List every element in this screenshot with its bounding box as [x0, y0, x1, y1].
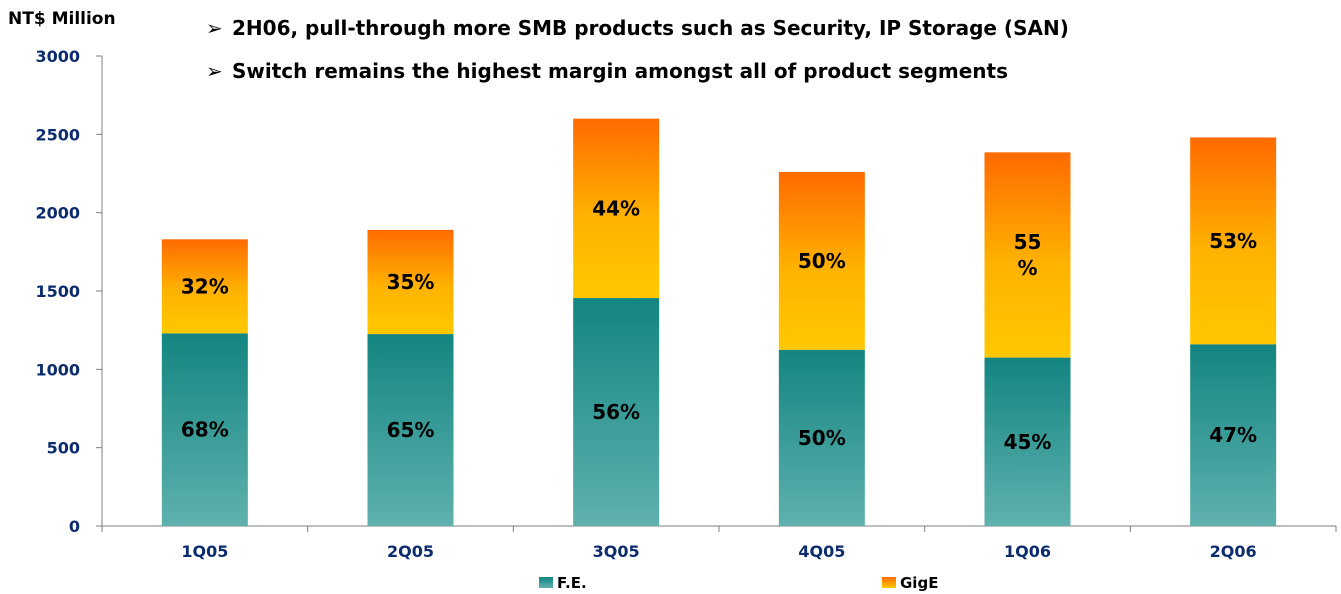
legend-swatch-bar-gige: [882, 577, 896, 588]
percentage-label: 32%: [181, 274, 229, 298]
bar-gige: [1190, 137, 1277, 345]
y-tick-label: 1000: [35, 360, 80, 379]
x-axis: 1Q05 2Q05 3Q05 4Q05 1Q06 2Q06: [101, 525, 1337, 561]
bullet-text: Switch remains the highest margin amongs…: [232, 59, 1008, 83]
percentage-labels: 68% 32% 65% 35% 56% 44% 50% 50% 45% 55 % 47% 53%: [181, 196, 1257, 453]
bullet-arrow-icon: ➢: [206, 16, 223, 40]
percentage-label: 68%: [181, 418, 229, 442]
x-tick-label: 2Q05: [387, 542, 434, 561]
percentage-label: 44%: [592, 196, 640, 220]
bar-fe: [984, 357, 1071, 526]
percentage-label: 35%: [387, 270, 435, 294]
percentage-label: 65%: [387, 418, 435, 442]
y-tick-label: 2000: [35, 204, 80, 223]
bar-gige: [367, 229, 454, 335]
x-tick-label: 2Q06: [1210, 542, 1257, 561]
x-tick-label: 4Q05: [798, 542, 845, 561]
y-axis: 0 500 1000 1500 2000 2500 3000: [35, 47, 103, 536]
y-tick-label: 0: [69, 517, 80, 536]
legend-label: F.E.: [557, 574, 587, 592]
bar-fe: [778, 349, 865, 526]
y-tick-label: 2500: [35, 125, 80, 144]
x-tick-label: 1Q06: [1004, 542, 1051, 561]
bar-gige: [778, 171, 865, 350]
percentage-label: 56%: [592, 400, 640, 424]
legend-label: GigE: [900, 574, 938, 592]
percentage-label: 50%: [798, 249, 846, 273]
y-tick-label: 3000: [35, 47, 80, 66]
bar-fe: [161, 333, 248, 526]
percentage-label: 55%: [1014, 230, 1042, 280]
x-tick-label: 3Q05: [593, 542, 640, 561]
bar-fe: [367, 334, 454, 526]
y-tick-label: 1500: [35, 282, 80, 301]
y-tick-label: 500: [47, 439, 80, 458]
legend: F.E. GigE: [539, 574, 938, 592]
y-axis-label: NT$ Million: [8, 9, 116, 29]
bar-gige: [984, 152, 1071, 358]
bullet-arrow-icon: ➢: [206, 59, 223, 83]
bar-fe: [1190, 344, 1277, 526]
x-tick-label: 1Q05: [181, 542, 228, 561]
bars: [161, 118, 1277, 526]
percentage-label: 45%: [1004, 430, 1052, 454]
legend-swatch-bar-fe: [539, 577, 553, 588]
bullet-text: 2H06, pull-through more SMB products suc…: [232, 16, 1069, 40]
bar-gige: [161, 239, 248, 334]
percentage-label: 53%: [1209, 229, 1257, 253]
bar-fe: [573, 298, 660, 526]
bar-gige: [573, 118, 660, 299]
percentage-label: 50%: [798, 426, 846, 450]
percentage-label: 47%: [1209, 423, 1257, 447]
bullet-notes: ➢ 2H06, pull-through more SMB products su…: [206, 16, 1069, 83]
